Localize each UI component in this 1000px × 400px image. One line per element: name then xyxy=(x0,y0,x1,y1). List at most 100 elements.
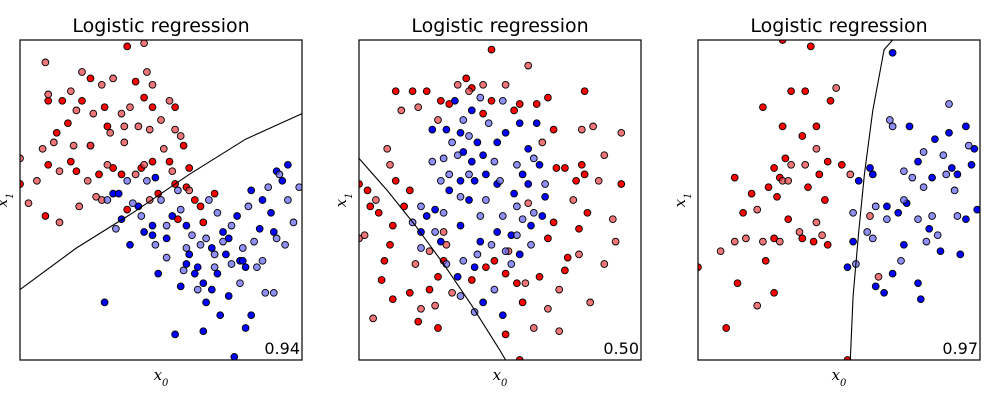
train-point-0 xyxy=(391,87,400,96)
test-point-3 xyxy=(473,250,482,259)
test-point-3 xyxy=(950,186,959,195)
train-point-0 xyxy=(196,202,205,211)
train-point-1 xyxy=(465,196,473,204)
test-point-2 xyxy=(38,144,47,153)
train-point-1 xyxy=(931,135,939,144)
test-point-3 xyxy=(210,263,219,272)
test-point-2 xyxy=(784,176,793,185)
test-point-2 xyxy=(24,199,33,208)
test-point-3 xyxy=(448,138,456,147)
test-point-2 xyxy=(168,167,177,176)
train-point-1 xyxy=(238,256,247,265)
train-point-0 xyxy=(501,269,510,278)
train-point-1 xyxy=(470,263,479,272)
train-point-1 xyxy=(162,234,171,243)
train-point-1 xyxy=(422,212,431,220)
points-layer xyxy=(359,45,626,360)
train-point-0 xyxy=(434,272,442,281)
test-point-3 xyxy=(476,93,485,102)
test-point-2 xyxy=(453,80,462,89)
test-point-3 xyxy=(281,240,289,249)
test-point-2 xyxy=(442,240,451,249)
test-point-2 xyxy=(41,58,50,67)
train-point-0 xyxy=(386,240,394,249)
train-point-0 xyxy=(171,103,179,112)
train-point-0 xyxy=(823,240,832,249)
train-point-1 xyxy=(476,237,485,246)
train-point-1 xyxy=(207,244,216,252)
test-point-3 xyxy=(205,196,213,204)
y-axis-label: x1 xyxy=(332,193,355,208)
train-point-1 xyxy=(451,96,459,105)
test-point-3 xyxy=(112,224,120,233)
test-point-2 xyxy=(529,324,538,332)
train-point-0 xyxy=(210,189,219,198)
train-point-1 xyxy=(233,212,241,220)
train-point-1 xyxy=(900,240,908,249)
train-point-0 xyxy=(572,176,580,185)
test-point-2 xyxy=(106,128,115,137)
test-point-3 xyxy=(174,186,182,195)
test-point-3 xyxy=(919,148,928,156)
train-point-1 xyxy=(843,263,852,272)
train-point-1 xyxy=(241,324,250,332)
train-point-0 xyxy=(770,288,778,297)
train-point-0 xyxy=(103,122,112,131)
train-point-0 xyxy=(730,173,739,182)
train-point-0 xyxy=(544,93,552,102)
test-point-3 xyxy=(269,288,278,297)
test-point-2 xyxy=(417,304,425,313)
test-point-3 xyxy=(210,250,219,259)
test-point-3 xyxy=(490,157,499,166)
train-point-0 xyxy=(391,176,400,185)
train-point-1 xyxy=(255,224,264,233)
train-point-0 xyxy=(377,276,386,284)
train-point-0 xyxy=(535,272,544,281)
train-point-0 xyxy=(123,42,132,51)
test-point-3 xyxy=(162,221,171,230)
train-point-1 xyxy=(182,260,191,268)
train-point-1 xyxy=(518,170,527,179)
train-point-0 xyxy=(575,224,583,233)
train-point-0 xyxy=(561,164,569,172)
test-point-3 xyxy=(238,244,247,252)
test-point-2 xyxy=(78,68,86,76)
train-point-1 xyxy=(151,173,160,182)
train-point-0 xyxy=(185,164,194,172)
test-point-2 xyxy=(812,144,821,153)
chart-panel-3: Logistic regression 0.97 x0 x1 xyxy=(671,15,981,389)
test-point-3 xyxy=(182,244,191,252)
train-point-1 xyxy=(199,327,208,336)
train-point-1 xyxy=(527,221,535,230)
train-point-0 xyxy=(698,263,702,272)
test-point-3 xyxy=(176,205,185,214)
test-point-3 xyxy=(227,221,236,230)
test-point-2 xyxy=(97,80,106,89)
accuracy-score: 0.97 xyxy=(942,339,978,358)
test-point-3 xyxy=(518,215,527,224)
train-point-1 xyxy=(222,250,230,259)
test-point-2 xyxy=(524,199,533,208)
test-point-2 xyxy=(577,125,586,134)
test-point-2 xyxy=(55,167,64,176)
train-point-0 xyxy=(165,157,174,166)
test-point-3 xyxy=(871,202,880,211)
plot-frame xyxy=(697,39,981,361)
train-point-1 xyxy=(962,215,970,224)
train-point-1 xyxy=(524,180,533,188)
test-point-2 xyxy=(600,260,609,268)
train-point-1 xyxy=(493,228,502,236)
train-point-0 xyxy=(190,196,199,204)
train-point-0 xyxy=(388,295,397,304)
test-point-3 xyxy=(459,116,468,124)
train-point-0 xyxy=(826,96,835,105)
test-point-3 xyxy=(863,228,872,236)
train-point-0 xyxy=(487,96,496,105)
train-point-1 xyxy=(473,138,482,147)
test-point-3 xyxy=(465,170,473,179)
train-point-1 xyxy=(515,250,524,259)
test-point-3 xyxy=(289,218,298,227)
test-point-2 xyxy=(411,260,420,268)
test-point-3 xyxy=(179,266,188,275)
train-point-0 xyxy=(759,103,767,112)
